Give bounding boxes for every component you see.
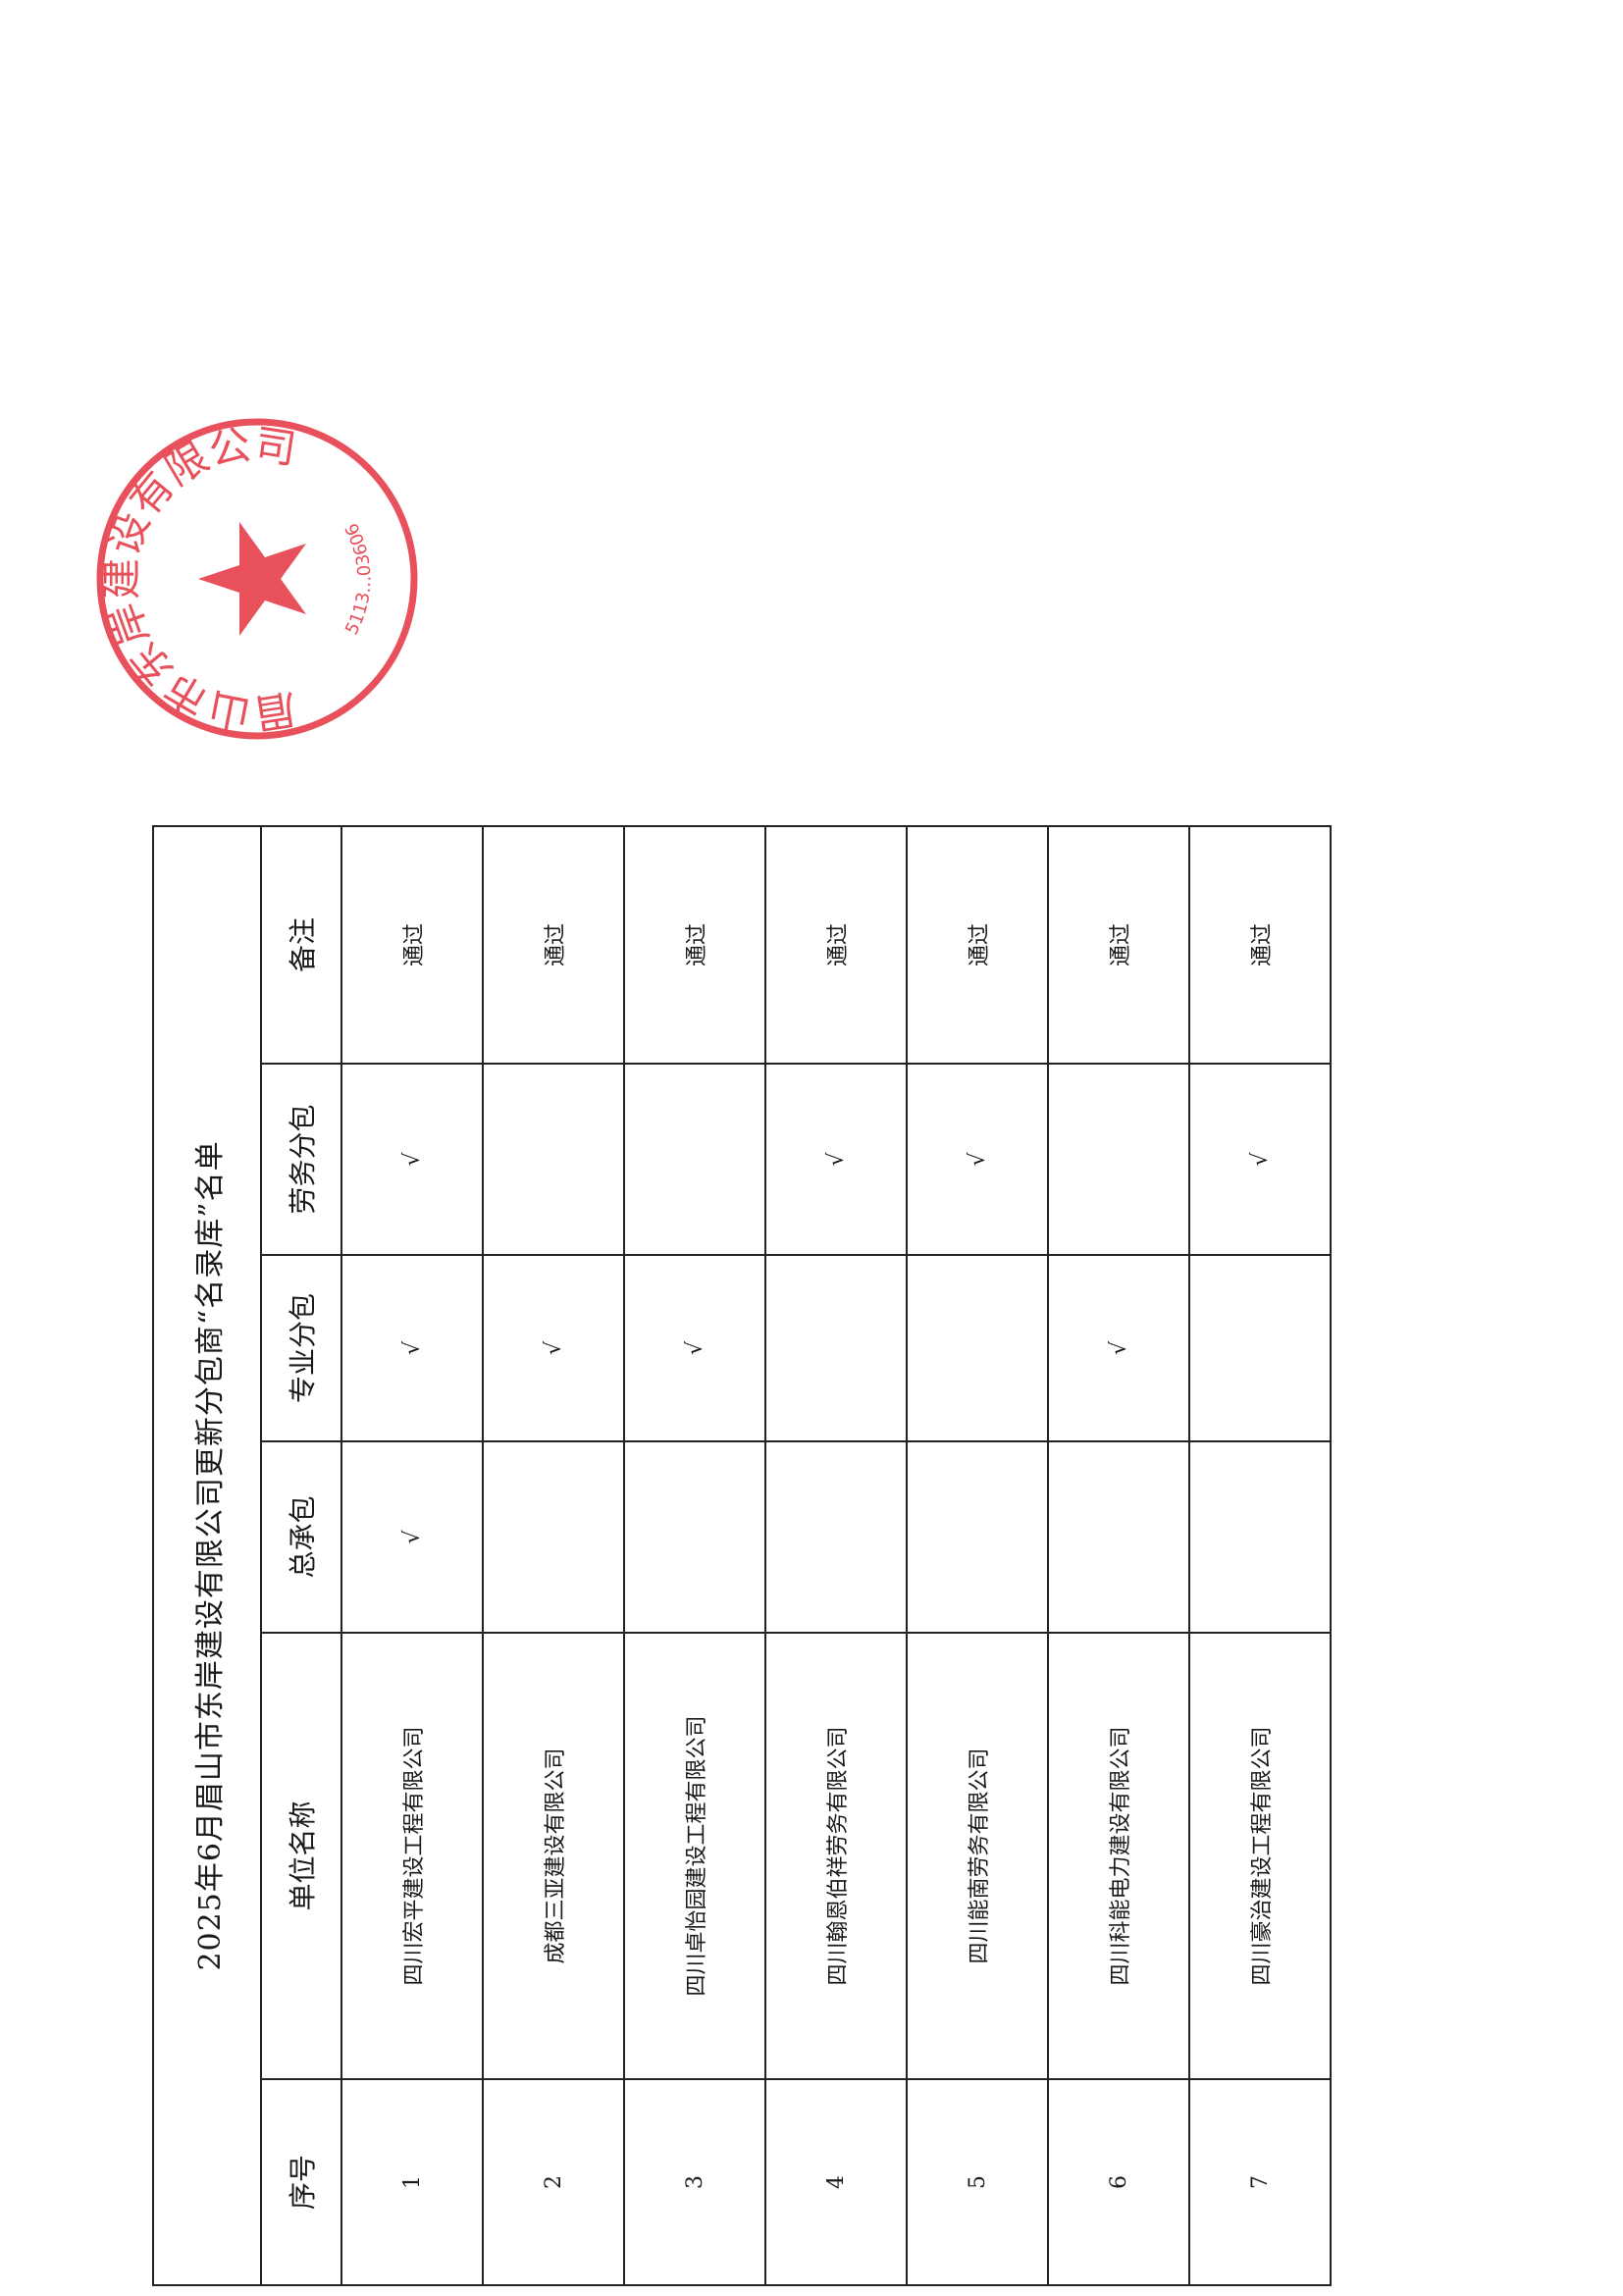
row-remark: 通过 <box>1048 825 1189 1064</box>
table-row: 7 四川豪治建设工程有限公司 √ 通过 <box>1189 825 1331 2285</box>
row-general-check <box>483 1441 624 1633</box>
seal-number: 5113…03606 <box>341 520 376 639</box>
row-company: 四川宏平建设工程有限公司 <box>341 1633 483 2079</box>
row-company: 四川卓怡园建设工程有限公司 <box>624 1633 765 2079</box>
row-labor-check: √ <box>907 1064 1048 1255</box>
row-labor-check <box>624 1064 765 1255</box>
row-general-check <box>907 1441 1048 1633</box>
header-labor: 劳务分包 <box>261 1064 341 1255</box>
header-professional: 专业分包 <box>261 1255 341 1441</box>
row-remark: 通过 <box>765 825 907 1064</box>
row-professional-check: √ <box>483 1255 624 1441</box>
subcontractor-table: 2025年6月眉山市东岸建设有限公司更新分包商“名录库”名单 序号 单位名称 总… <box>152 825 1332 2286</box>
row-professional-check <box>765 1255 907 1441</box>
row-general-check <box>1048 1441 1189 1633</box>
row-company: 四川能南劳务有限公司 <box>907 1633 1048 2079</box>
row-general-check <box>1189 1441 1331 1633</box>
subcontractor-list-document: 2025年6月眉山市东岸建设有限公司更新分包商“名录库”名单 序号 单位名称 总… <box>152 825 1331 2286</box>
star-icon <box>198 522 306 636</box>
header-remark: 备注 <box>261 825 341 1064</box>
row-index: 7 <box>1189 2079 1331 2285</box>
row-index: 2 <box>483 2079 624 2285</box>
document-title: 2025年6月眉山市东岸建设有限公司更新分包商“名录库”名单 <box>153 825 261 2285</box>
row-index: 6 <box>1048 2079 1189 2285</box>
header-general: 总承包 <box>261 1441 341 1633</box>
row-remark: 通过 <box>907 825 1048 1064</box>
row-index: 3 <box>624 2079 765 2285</box>
row-company: 四川翰恩伯祥劳务有限公司 <box>765 1633 907 2079</box>
table-row: 5 四川能南劳务有限公司 √ 通过 <box>907 825 1048 2285</box>
table-row: 4 四川翰恩伯祥劳务有限公司 √ 通过 <box>765 825 907 2285</box>
row-remark: 通过 <box>624 825 765 1064</box>
row-labor-check: √ <box>1189 1064 1331 1255</box>
row-company: 四川豪治建设工程有限公司 <box>1189 1633 1331 2079</box>
row-index: 5 <box>907 2079 1048 2285</box>
header-index: 序号 <box>261 2079 341 2285</box>
row-professional-check <box>1189 1255 1331 1441</box>
row-remark: 通过 <box>341 825 483 1064</box>
table-row: 1 四川宏平建设工程有限公司 √ √ √ 通过 <box>341 825 483 2285</box>
row-professional-check: √ <box>1048 1255 1189 1441</box>
row-labor-check: √ <box>765 1064 907 1255</box>
row-remark: 通过 <box>1189 825 1331 1064</box>
row-general-check <box>624 1441 765 1633</box>
row-labor-check <box>483 1064 624 1255</box>
table-row: 2 成都三亚建设有限公司 √ 通过 <box>483 825 624 2285</box>
table-row: 6 四川科能电力建设有限公司 √ 通过 <box>1048 825 1189 2285</box>
row-professional-check <box>907 1255 1048 1441</box>
row-general-check: √ <box>341 1441 483 1633</box>
company-seal: 眉山市东岸建设有限公司 5113…03606 <box>96 418 418 740</box>
table-body: 1 四川宏平建设工程有限公司 √ √ √ 通过 2 成都三亚建设有限公司 √ 通过 3 四川卓怡园建设… <box>341 825 1331 2285</box>
row-remark: 通过 <box>483 825 624 1064</box>
header-company: 单位名称 <box>261 1633 341 2079</box>
row-index: 4 <box>765 2079 907 2285</box>
table-row: 3 四川卓怡园建设工程有限公司 √ 通过 <box>624 825 765 2285</box>
row-professional-check: √ <box>341 1255 483 1441</box>
row-general-check <box>765 1441 907 1633</box>
seal-text: 眉山市东岸建设有限公司 <box>97 420 299 739</box>
row-labor-check: √ <box>341 1064 483 1255</box>
row-index: 1 <box>341 2079 483 2285</box>
row-company: 成都三亚建设有限公司 <box>483 1633 624 2079</box>
row-professional-check: √ <box>624 1255 765 1441</box>
seal-ring <box>96 418 418 740</box>
row-labor-check <box>1048 1064 1189 1255</box>
row-company: 四川科能电力建设有限公司 <box>1048 1633 1189 2079</box>
